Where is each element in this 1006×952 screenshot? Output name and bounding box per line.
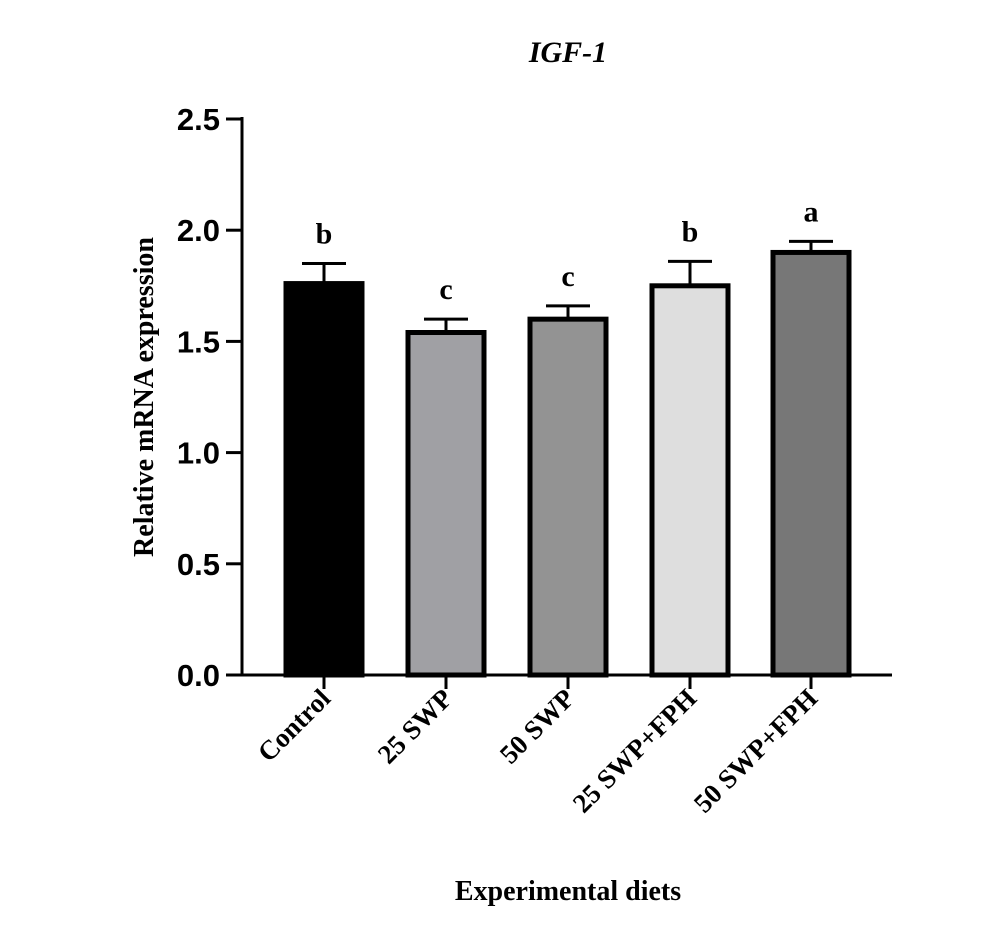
y-tick-label-1: 0.5 xyxy=(177,547,220,582)
significance-label-3: b xyxy=(682,215,699,248)
bar-2 xyxy=(527,316,609,678)
y-tick-label-2: 1.0 xyxy=(177,436,220,471)
x-tick-label-3: 25 SWP+FPH xyxy=(567,683,703,819)
bar-4 xyxy=(770,249,852,678)
significance-labels-group: b c c b a xyxy=(316,195,819,306)
error-bars-group xyxy=(302,239,833,333)
significance-label-0: b xyxy=(316,218,333,251)
axes-group xyxy=(240,117,892,677)
bar-1 xyxy=(405,330,487,678)
y-tick-label-5: 2.5 xyxy=(177,102,220,137)
x-tick-label-4: 50 SWP+FPH xyxy=(688,683,824,819)
x-tick-label-0: Control xyxy=(252,683,337,768)
y-tick-label-4: 2.0 xyxy=(177,213,220,248)
y-axis-label: Relative mRNA expression xyxy=(129,237,160,557)
bar-0 xyxy=(283,281,365,678)
significance-label-1: c xyxy=(439,273,452,306)
bar-3 xyxy=(649,283,731,678)
significance-label-2: c xyxy=(561,260,574,293)
y-tick-label-3: 1.5 xyxy=(177,324,220,359)
x-axis-label: Experimental diets xyxy=(455,876,681,907)
y-tick-label-0: 0.0 xyxy=(177,658,220,693)
x-tick-label-1: 25 SWP xyxy=(372,683,458,769)
chart-title: IGF-1 xyxy=(528,36,607,69)
x-tick-label-2: 50 SWP xyxy=(494,683,580,769)
y-ticks-group: 0.0 0.5 1.0 1.5 2.0 2.5 xyxy=(177,102,242,693)
significance-label-4: a xyxy=(804,195,819,228)
